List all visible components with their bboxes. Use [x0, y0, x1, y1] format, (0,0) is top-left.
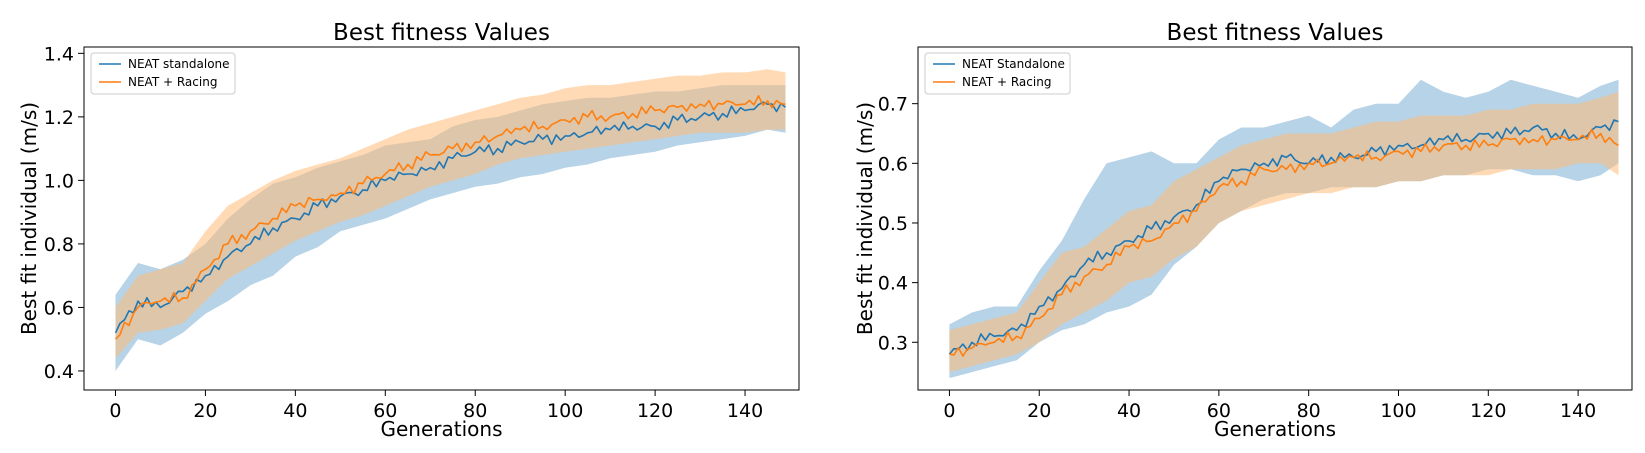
plot-frame: [83, 46, 800, 391]
y-tick-label: 0.5: [878, 213, 908, 235]
x-tick-label: 140: [1560, 400, 1596, 422]
x-tick-label: 20: [1027, 400, 1051, 422]
y-axis-label: Best fit individual (m/s): [17, 102, 41, 335]
chart-left: 0 20 40 60 80 100 120 140 0.4 0.6 0.8 1.0 1.2 1.4 Best…: [17, 20, 800, 441]
mean-line-series-1: [949, 128, 1619, 357]
chart-title: Best fitness Values: [333, 20, 550, 46]
legend-box: [924, 52, 1071, 95]
y-tick-label: 0.6: [878, 153, 908, 175]
x-tick-label: 120: [1470, 400, 1506, 422]
x-tick-label: 20: [193, 400, 217, 422]
x-tick-label: 60: [1207, 400, 1231, 422]
legend-box: [90, 52, 236, 95]
y-tick-label: 1.2: [44, 107, 74, 129]
x-tick-label: 0: [109, 400, 121, 422]
y-tick-label: 0.4: [44, 361, 74, 383]
legend-label-series-0: NEAT Standalone: [962, 57, 1065, 71]
x-tick-label: 0: [943, 400, 955, 422]
y-tick-label: 0.4: [878, 273, 908, 295]
legend-label-series-0: NEAT standalone: [128, 57, 230, 71]
mean-line-series-0: [114, 101, 787, 334]
y-tick-label: 0.8: [44, 234, 74, 256]
x-tick-label: 100: [1380, 400, 1416, 422]
mean-line-series-1: [114, 95, 786, 340]
x-tick-label: 40: [1117, 400, 1141, 422]
y-tick-label: 0.6: [44, 297, 74, 319]
confidence-band-series-1: [949, 91, 1619, 373]
y-tick-label: 0.7: [878, 94, 908, 116]
x-axis-label: Generations: [1214, 417, 1336, 441]
x-tick-label: 100: [547, 400, 583, 422]
legend: NEAT Standalone NEAT + Racing: [924, 52, 1071, 95]
confidence-band-series-0: [115, 85, 786, 371]
x-axis-label: Generations: [381, 417, 503, 441]
legend: NEAT standalone NEAT + Racing: [90, 52, 236, 95]
legend-label-series-1: NEAT + Racing: [962, 75, 1051, 89]
legend-label-series-1: NEAT + Racing: [128, 75, 217, 89]
y-tick-label: 0.3: [878, 332, 908, 354]
plot-frame: [917, 46, 1633, 391]
x-tick-label: 40: [283, 400, 307, 422]
x-tick-label: 80: [463, 400, 487, 422]
mean-line-series-0: [948, 119, 1619, 355]
y-tick-label: 1.4: [44, 43, 74, 65]
x-tick-label: 80: [1297, 400, 1321, 422]
chart-title: Best fitness Values: [1167, 20, 1384, 46]
x-tick-label: 120: [637, 400, 673, 422]
y-tick-label: 1.0: [44, 170, 74, 192]
x-tick-label: 140: [727, 400, 763, 422]
y-axis-label: Best fit individual (m/s): [853, 102, 877, 335]
x-tick-label: 60: [373, 400, 397, 422]
confidence-band-series-1: [115, 69, 786, 359]
